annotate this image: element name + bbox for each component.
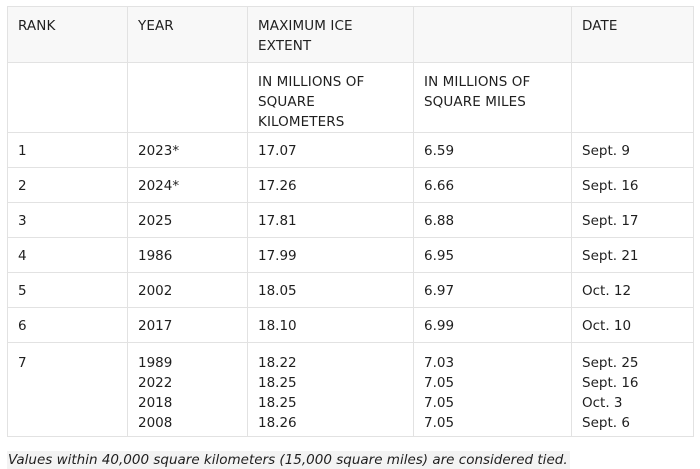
cell-rank: 2 xyxy=(7,167,128,203)
subheader-empty-date xyxy=(571,62,694,133)
cell-rank: 7 xyxy=(7,342,128,437)
cell-km: 17.26 xyxy=(247,167,414,203)
tied-year: 1989 xyxy=(138,355,173,371)
tied-date: Sept. 6 xyxy=(582,415,630,431)
cell-rank: 5 xyxy=(7,272,128,308)
subheader-row: IN MILLIONS OF SQUARE KILOMETERS IN MILL… xyxy=(7,62,694,133)
tied-km: 18.22 xyxy=(258,355,297,371)
tied-km: 18.26 xyxy=(258,415,297,431)
cell-date: Oct. 10 xyxy=(571,307,694,343)
cell-km: 17.99 xyxy=(247,237,414,273)
subheader-mi-line2: SQUARE MILES xyxy=(424,94,526,110)
subheader-km: IN MILLIONS OF SQUARE KILOMETERS xyxy=(247,62,414,133)
cell-dates-tied: Sept. 25 Sept. 16 Oct. 3 Sept. 6 xyxy=(571,342,694,437)
ice-extent-table-container: RANK YEAR MAXIMUM ICE EXTENT DATE IN MIL… xyxy=(7,6,694,437)
cell-mi: 6.59 xyxy=(413,132,572,168)
subheader-km-line1: IN MILLIONS OF xyxy=(258,74,365,90)
cell-km: 17.81 xyxy=(247,202,414,238)
cell-rank: 1 xyxy=(7,132,128,168)
header-year: YEAR xyxy=(127,6,248,63)
subheader-km-line2: SQUARE KILOMETERS xyxy=(258,94,345,130)
table-row: 1 2023* 17.07 6.59 Sept. 9 xyxy=(7,132,694,168)
cell-year: 2017 xyxy=(127,307,248,343)
cell-rank: 6 xyxy=(7,307,128,343)
header-date: DATE xyxy=(571,6,694,63)
footnote: Values within 40,000 square kilometers (… xyxy=(7,451,570,469)
tied-mi: 7.05 xyxy=(424,395,455,411)
subheader-empty-year xyxy=(127,62,248,133)
cell-year: 2024* xyxy=(127,167,248,203)
cell-year: 2002 xyxy=(127,272,248,308)
header-extent-line1: MAXIMUM ICE xyxy=(258,18,353,34)
cell-date: Oct. 12 xyxy=(571,272,694,308)
cell-rank: 4 xyxy=(7,237,128,273)
table-row: 2 2024* 17.26 6.66 Sept. 16 xyxy=(7,167,694,203)
cell-mi: 6.99 xyxy=(413,307,572,343)
cell-date: Sept. 16 xyxy=(571,167,694,203)
cell-km: 18.10 xyxy=(247,307,414,343)
cell-year: 2025 xyxy=(127,202,248,238)
cell-years-tied: 1989 2022 2018 2008 xyxy=(127,342,248,437)
subheader-empty-rank xyxy=(7,62,128,133)
cell-mi: 6.88 xyxy=(413,202,572,238)
tied-year: 2008 xyxy=(138,415,173,431)
cell-km-tied: 18.22 18.25 18.25 18.26 xyxy=(247,342,414,437)
cell-mi: 6.97 xyxy=(413,272,572,308)
tied-date: Sept. 25 xyxy=(582,355,639,371)
header-row: RANK YEAR MAXIMUM ICE EXTENT DATE xyxy=(7,6,694,63)
table-row-tied: 7 1989 2022 2018 2008 18.22 18.25 18.25 … xyxy=(7,342,694,437)
cell-km: 17.07 xyxy=(247,132,414,168)
tied-mi: 7.03 xyxy=(424,355,455,371)
tied-year: 2018 xyxy=(138,395,173,411)
cell-mi: 6.66 xyxy=(413,167,572,203)
subheader-mi: IN MILLIONS OF SQUARE MILES xyxy=(413,62,572,133)
cell-date: Sept. 21 xyxy=(571,237,694,273)
table-row: 5 2002 18.05 6.97 Oct. 12 xyxy=(7,272,694,308)
cell-mi: 6.95 xyxy=(413,237,572,273)
ice-extent-table: RANK YEAR MAXIMUM ICE EXTENT DATE IN MIL… xyxy=(7,6,694,437)
table-row: 6 2017 18.10 6.99 Oct. 10 xyxy=(7,307,694,343)
header-max-ice-extent: MAXIMUM ICE EXTENT xyxy=(247,6,414,63)
table-row: 4 1986 17.99 6.95 Sept. 21 xyxy=(7,237,694,273)
tied-date: Sept. 16 xyxy=(582,375,639,391)
cell-year: 2023* xyxy=(127,132,248,168)
cell-km: 18.05 xyxy=(247,272,414,308)
tied-date: Oct. 3 xyxy=(582,395,623,411)
tied-km: 18.25 xyxy=(258,375,297,391)
cell-year: 1986 xyxy=(127,237,248,273)
cell-mi-tied: 7.03 7.05 7.05 7.05 xyxy=(413,342,572,437)
tied-mi: 7.05 xyxy=(424,415,455,431)
tied-year: 2022 xyxy=(138,375,173,391)
cell-date: Sept. 17 xyxy=(571,202,694,238)
header-extent-line2: EXTENT xyxy=(258,38,312,54)
table-row: 3 2025 17.81 6.88 Sept. 17 xyxy=(7,202,694,238)
tied-mi: 7.05 xyxy=(424,375,455,391)
cell-date: Sept. 9 xyxy=(571,132,694,168)
tied-km: 18.25 xyxy=(258,395,297,411)
header-empty xyxy=(413,6,572,63)
subheader-mi-line1: IN MILLIONS OF xyxy=(424,74,531,90)
cell-rank: 3 xyxy=(7,202,128,238)
header-rank: RANK xyxy=(7,6,128,63)
